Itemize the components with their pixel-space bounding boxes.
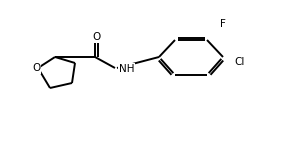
Text: O: O: [32, 63, 40, 73]
Text: NH: NH: [119, 64, 134, 74]
Text: Cl: Cl: [235, 57, 245, 67]
Text: O: O: [92, 32, 100, 42]
Text: F: F: [220, 19, 226, 29]
